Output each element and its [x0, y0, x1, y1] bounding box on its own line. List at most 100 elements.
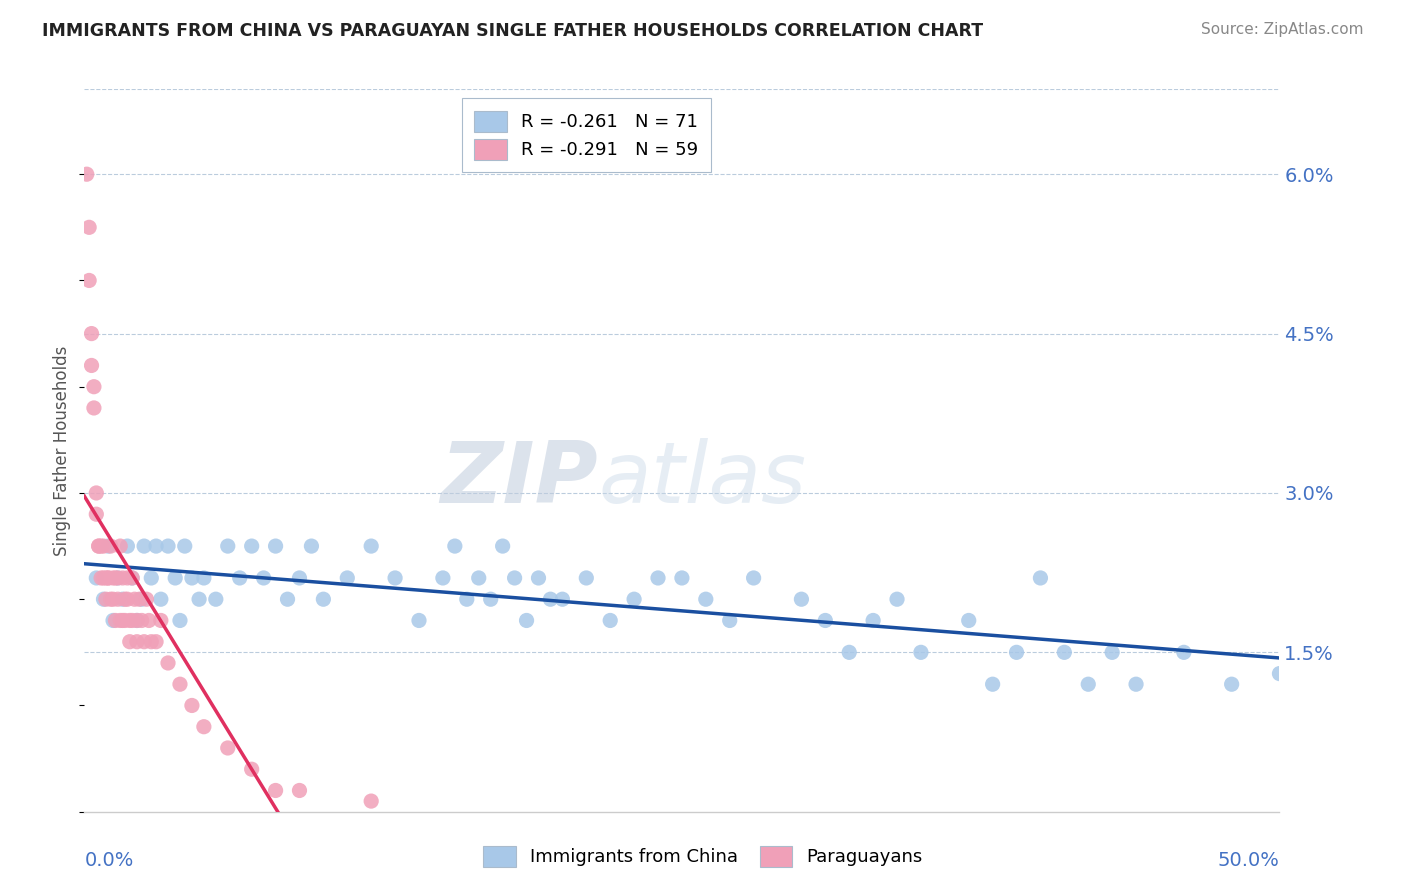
Point: [90, 571, 112, 585]
Point: [124, 592, 146, 607]
Point: [288, 571, 311, 585]
Point: [93, 592, 115, 607]
Point: [217, 539, 239, 553]
Point: [790, 592, 813, 607]
Point: [138, 614, 160, 628]
Text: atlas: atlas: [599, 438, 806, 521]
Point: [527, 571, 550, 585]
Point: [957, 614, 980, 628]
Point: [80, 359, 103, 373]
Point: [336, 571, 359, 585]
Point: [492, 539, 515, 553]
Point: [384, 571, 406, 585]
Point: [623, 592, 645, 607]
Point: [101, 614, 124, 628]
Text: ZIP: ZIP: [440, 438, 599, 521]
Point: [240, 762, 263, 776]
Point: [240, 539, 263, 553]
Point: [647, 571, 669, 585]
Point: [132, 539, 156, 553]
Point: [173, 539, 195, 553]
Point: [718, 614, 741, 628]
Point: [128, 592, 150, 607]
Point: [253, 571, 276, 585]
Point: [205, 592, 228, 607]
Point: [121, 571, 143, 585]
Point: [131, 614, 153, 628]
Point: [97, 539, 120, 553]
Point: [169, 614, 191, 628]
Point: [1173, 645, 1195, 659]
Point: [264, 539, 287, 553]
Point: [312, 592, 335, 607]
Legend: R = -0.261   N = 71, R = -0.291   N = 59: R = -0.261 N = 71, R = -0.291 N = 59: [461, 98, 711, 172]
Point: [100, 592, 122, 607]
Point: [408, 614, 430, 628]
Point: [910, 645, 932, 659]
Point: [114, 614, 136, 628]
Point: [181, 698, 204, 713]
Point: [516, 614, 538, 628]
Point: [104, 614, 127, 628]
Point: [107, 592, 129, 607]
Point: [117, 571, 139, 585]
Point: [132, 634, 156, 648]
Point: [181, 571, 204, 585]
Text: 50.0%: 50.0%: [1218, 852, 1279, 871]
Point: [117, 592, 139, 607]
Point: [742, 571, 765, 585]
Point: [80, 326, 103, 341]
Point: [77, 273, 100, 287]
Point: [288, 783, 311, 797]
Point: [121, 614, 143, 628]
Point: [118, 634, 141, 648]
Point: [193, 720, 215, 734]
Point: [107, 571, 129, 585]
Point: [87, 539, 110, 553]
Text: Source: ZipAtlas.com: Source: ZipAtlas.com: [1201, 22, 1364, 37]
Point: [76, 167, 98, 181]
Point: [86, 507, 108, 521]
Point: [165, 571, 187, 585]
Point: [149, 614, 172, 628]
Point: [117, 539, 139, 553]
Point: [169, 677, 191, 691]
Point: [125, 614, 148, 628]
Point: [277, 592, 299, 607]
Point: [814, 614, 837, 628]
Point: [141, 634, 163, 648]
Point: [1268, 666, 1291, 681]
Point: [121, 571, 143, 585]
Point: [83, 380, 105, 394]
Point: [264, 783, 287, 797]
Point: [107, 571, 129, 585]
Point: [575, 571, 598, 585]
Point: [114, 592, 136, 607]
Point: [86, 486, 108, 500]
Point: [838, 645, 860, 659]
Point: [145, 634, 167, 648]
Point: [503, 571, 526, 585]
Point: [135, 592, 157, 607]
Point: [110, 614, 132, 628]
Point: [188, 592, 211, 607]
Point: [110, 539, 132, 553]
Point: [1220, 677, 1243, 691]
Point: [101, 592, 124, 607]
Point: [360, 539, 382, 553]
Point: [1053, 645, 1076, 659]
Point: [1101, 645, 1123, 659]
Point: [360, 794, 382, 808]
Point: [444, 539, 467, 553]
Point: [193, 571, 215, 585]
Point: [1125, 677, 1147, 691]
Point: [599, 614, 621, 628]
Point: [141, 571, 163, 585]
Point: [100, 539, 122, 553]
Point: [540, 592, 562, 607]
Point: [1029, 571, 1052, 585]
Point: [125, 614, 148, 628]
Text: 0.0%: 0.0%: [84, 852, 134, 871]
Point: [101, 571, 124, 585]
Point: [97, 571, 120, 585]
